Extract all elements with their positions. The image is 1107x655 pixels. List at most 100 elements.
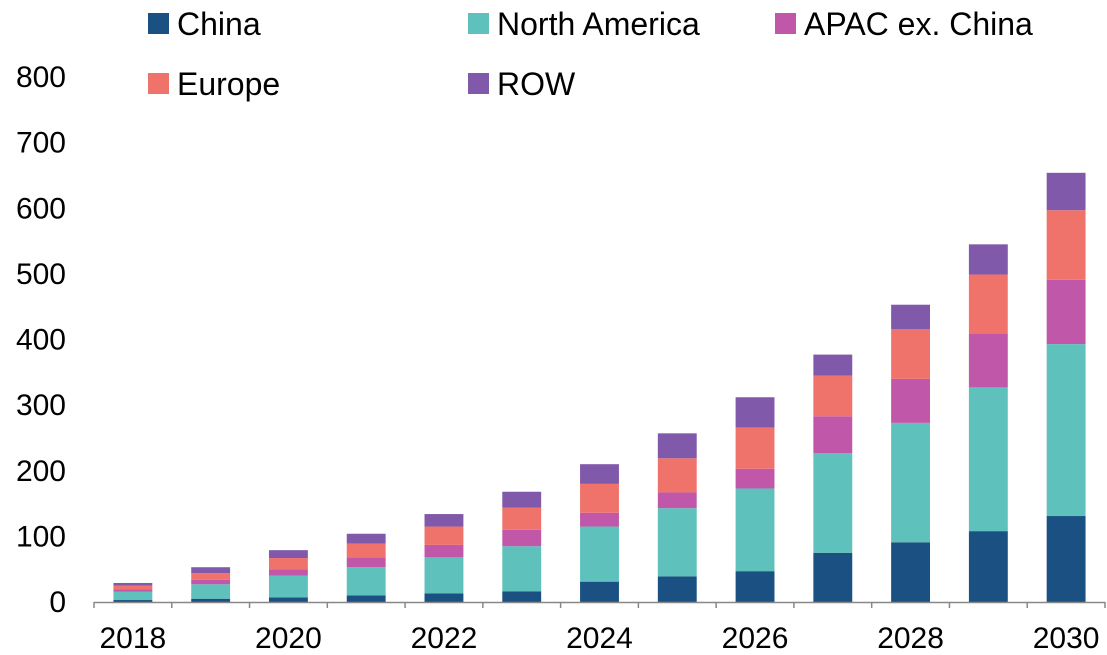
bar-segment-china xyxy=(735,571,775,602)
bar-stack-2022 xyxy=(424,514,464,602)
bar-segment-row xyxy=(968,244,1008,275)
bar-segment-north-america xyxy=(191,584,231,599)
x-tick-label: 2020 xyxy=(255,622,322,655)
legend-label: North America xyxy=(497,6,700,42)
bar-stack-2025 xyxy=(657,433,697,602)
bar-segment-apac-ex-china xyxy=(268,569,308,576)
x-tick-label: 2024 xyxy=(566,622,633,655)
bar-segment-china xyxy=(580,581,619,602)
x-tick-label: 2022 xyxy=(411,622,478,655)
bar-segment-row xyxy=(502,491,542,508)
bar-segment-north-america xyxy=(502,546,542,592)
bar-segment-europe xyxy=(657,458,697,493)
y-tick-label: 400 xyxy=(16,324,66,357)
legend-item-north-america: North America xyxy=(468,6,700,42)
legend-swatch xyxy=(148,73,169,94)
legend-swatch xyxy=(148,13,169,34)
bar-segment-china xyxy=(657,576,697,602)
legend-swatch xyxy=(775,13,796,34)
y-tick-label: 600 xyxy=(16,192,66,225)
y-axis: 0 100 200 300 400 500 600 700 800 xyxy=(16,61,66,619)
legend-item-apac-ex-china: APAC ex. China xyxy=(775,6,1033,42)
legend-item-china: China xyxy=(148,6,261,42)
bar-segment-row xyxy=(346,533,386,544)
bars xyxy=(113,172,1086,603)
legend-label: China xyxy=(177,6,261,42)
bar-segment-north-america xyxy=(891,422,931,543)
x-tick-label: 2026 xyxy=(722,622,789,655)
bar-segment-apac-ex-china xyxy=(191,579,231,585)
bar-segment-row xyxy=(580,464,619,484)
legend-label: Europe xyxy=(177,66,280,102)
bar-segment-china xyxy=(113,600,153,602)
bar-segment-north-america xyxy=(346,567,386,596)
bar-segment-china xyxy=(813,552,853,602)
bar-segment-apac-ex-china xyxy=(735,468,775,489)
legend-swatch xyxy=(468,13,489,34)
bar-segment-apac-ex-china xyxy=(113,589,153,592)
bar-segment-europe xyxy=(968,274,1008,334)
x-tick-label: 2030 xyxy=(1033,622,1100,655)
x-axis: 2018 2020 2022 2024 2026 2028 2030 xyxy=(93,601,1106,655)
bar-segment-china xyxy=(891,542,931,602)
bar-segment-europe xyxy=(268,558,308,570)
y-tick-label: 800 xyxy=(16,61,66,94)
bar-segment-europe xyxy=(424,526,464,545)
legend-swatch xyxy=(468,73,489,94)
bar-stack-2026 xyxy=(735,397,775,602)
bar-segment-north-america xyxy=(813,453,853,553)
bar-segment-china xyxy=(1046,516,1086,602)
bar-segment-row xyxy=(268,550,308,559)
bar-segment-europe xyxy=(113,585,153,590)
bar-segment-europe xyxy=(580,483,619,513)
legend-label: ROW xyxy=(497,66,576,102)
x-tick-label: 2018 xyxy=(100,622,167,655)
bar-segment-europe xyxy=(813,375,853,417)
bar-segment-apac-ex-china xyxy=(502,529,542,547)
bar-segment-europe xyxy=(735,427,775,469)
y-tick-label: 0 xyxy=(49,586,66,619)
bar-segment-apac-ex-china xyxy=(424,544,464,558)
bar-segment-row xyxy=(113,582,153,586)
bar-stack-2027 xyxy=(813,354,853,602)
legend-item-row: ROW xyxy=(468,66,576,102)
bar-segment-row xyxy=(424,514,464,527)
bar-segment-row xyxy=(191,567,231,574)
bar-segment-europe xyxy=(346,543,386,558)
bar-segment-apac-ex-china xyxy=(968,333,1008,388)
y-tick-label: 500 xyxy=(16,258,66,291)
bar-segment-china xyxy=(968,531,1008,603)
bar-segment-north-america xyxy=(113,591,153,601)
bar-segment-north-america xyxy=(968,387,1008,532)
bar-segment-row xyxy=(1046,172,1086,211)
x-tick-label: 2028 xyxy=(877,622,944,655)
bar-stack-2029 xyxy=(968,244,1008,603)
bar-segment-north-america xyxy=(735,488,775,572)
bar-stack-2020 xyxy=(268,550,308,602)
legend: China North America APAC ex. China Europe RO… xyxy=(148,6,1033,102)
bar-segment-north-america xyxy=(1046,344,1086,517)
bar-segment-row xyxy=(813,354,853,376)
bar-segment-row xyxy=(891,304,931,329)
bar-segment-north-america xyxy=(580,526,619,582)
legend-label: APAC ex. China xyxy=(804,6,1033,42)
y-tick-label: 700 xyxy=(16,127,66,160)
legend-item-europe: Europe xyxy=(148,66,280,102)
bar-stack-2028 xyxy=(891,304,931,602)
bar-stack-2019 xyxy=(191,567,231,602)
y-tick-label: 200 xyxy=(16,455,66,488)
bar-segment-apac-ex-china xyxy=(657,492,697,509)
y-tick-label: 300 xyxy=(16,389,66,422)
bar-segment-europe xyxy=(502,507,542,530)
bar-stack-2023 xyxy=(502,491,542,602)
bar-stack-2021 xyxy=(346,533,386,602)
bar-stack-2024 xyxy=(580,464,619,602)
bar-segment-europe xyxy=(1046,210,1086,280)
bar-stack-2030 xyxy=(1046,172,1086,602)
bar-segment-china xyxy=(191,598,231,602)
bar-segment-row xyxy=(735,397,775,428)
bar-segment-china xyxy=(346,595,386,602)
bar-segment-china xyxy=(424,593,464,602)
bar-segment-apac-ex-china xyxy=(580,512,619,527)
